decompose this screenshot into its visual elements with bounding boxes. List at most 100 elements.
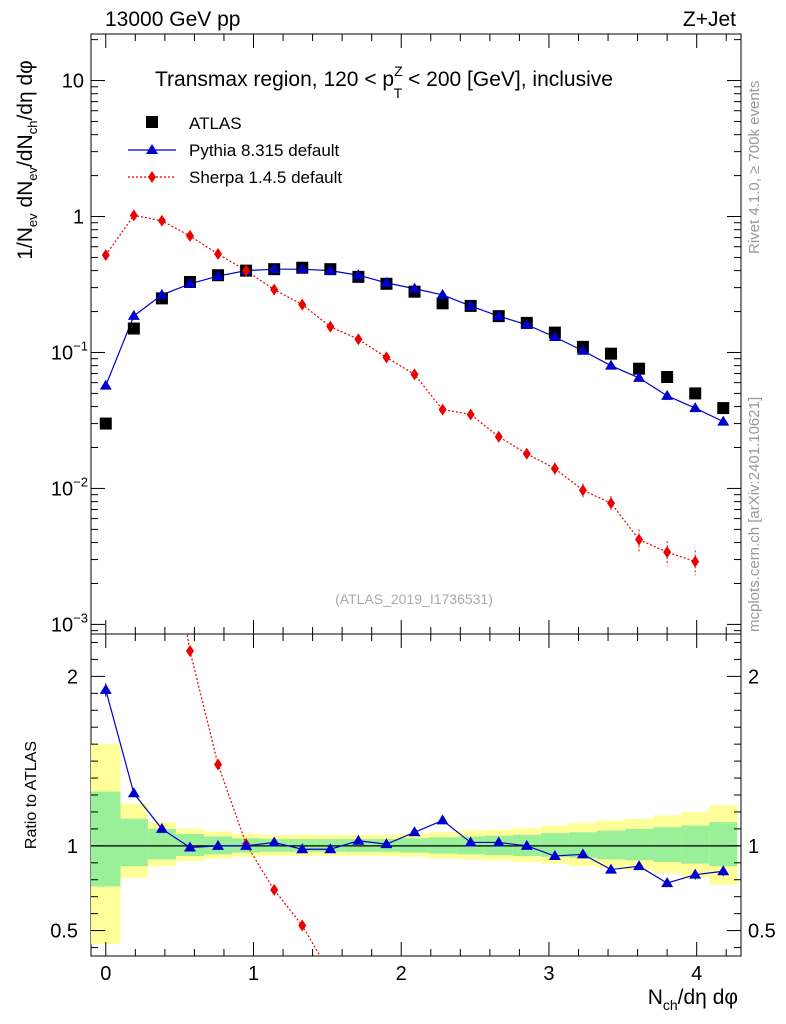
legend-sherpa-marker [148, 171, 156, 183]
collision-label: 13000 GeV pp [105, 8, 240, 31]
pythia-ratio-point [520, 839, 533, 850]
pythia-ratio-point [352, 834, 365, 845]
pythia-point [408, 282, 421, 293]
ratio-ytick-label-left: 0.5 [50, 921, 78, 943]
sherpa-point [185, 229, 194, 242]
legend-pythia-marker [146, 144, 158, 154]
sherpa-point [129, 209, 138, 222]
legend: ATLAS Pythia 8.315 default Sherpa 1.4.5 … [128, 114, 342, 187]
ratio-ylabel: Ratio to ATLAS [23, 741, 40, 849]
pythia-ratio-point [548, 850, 561, 861]
band-inner-bin [596, 830, 626, 860]
main-ytick-label: 10−3 [51, 610, 88, 636]
legend-pythia-label: Pythia 8.315 default [189, 141, 340, 160]
pythia-ratio-point [408, 826, 421, 837]
pythia-ratio-point [155, 822, 168, 833]
sherpa-point [494, 430, 503, 443]
pythia-point [268, 263, 281, 274]
pythia-ratio-point [127, 787, 140, 798]
sherpa-ratio-point [298, 919, 307, 932]
pythia-ratio-point [633, 860, 646, 871]
sherpa-ratio-point [270, 883, 279, 896]
pythia-ratio-point [436, 814, 449, 825]
legend-atlas-marker [146, 116, 158, 128]
ratio-axis-ticks: 0.5 0.5 1 1 2 2 0 1 2 3 4 [50, 634, 776, 985]
atlas-point [436, 297, 449, 310]
sherpa-point [354, 333, 363, 346]
sherpa-point [382, 351, 391, 364]
ratio-xtick-label: 1 [248, 963, 259, 985]
main-ytick-label: 10−2 [51, 474, 88, 500]
pythia-point [127, 309, 140, 320]
pythia-ratio-point [576, 848, 589, 859]
atlas-point [689, 387, 702, 400]
sherpa-point [242, 264, 251, 277]
legend-atlas-label: ATLAS [189, 114, 242, 133]
sherpa-point [438, 403, 447, 416]
main-ylabel: 1/Nev dNev/dNch/dη dφ [14, 60, 40, 260]
pythia-ratio-point [296, 843, 309, 854]
pythia-point [548, 330, 561, 341]
pythia-ratio-point [268, 836, 281, 847]
pythia-point [492, 310, 505, 321]
sherpa-point [270, 283, 279, 296]
ratio-xtick-label: 2 [396, 963, 407, 985]
ratio-uncertainty-bands [91, 744, 738, 945]
pythia-point [464, 299, 477, 310]
pythia-point [352, 269, 365, 280]
pythia-ratio-point [240, 839, 253, 850]
sherpa-point [298, 298, 307, 311]
band-inner-bin [625, 828, 654, 861]
pythia-point [155, 288, 168, 299]
sherpa-point [466, 408, 475, 421]
atlas-point [99, 417, 112, 430]
band-inner-bin [147, 828, 176, 860]
pythia-ratio-point [605, 863, 617, 874]
ratio-ytick-label-right: 0.5 [748, 921, 776, 943]
main-ytick-label: 10 [62, 71, 84, 93]
sherpa-point [550, 462, 559, 475]
atlas-point [661, 371, 674, 384]
ratio-xtick-label: 0 [100, 963, 111, 985]
band-inner-bin [653, 827, 682, 862]
ratio-xtick-label: 4 [691, 963, 702, 985]
band-inner-bin [681, 825, 710, 864]
pythia-point [183, 277, 196, 288]
pythia-ratio-point [212, 839, 225, 850]
sherpa-point [101, 249, 110, 262]
pythia-point [633, 371, 646, 382]
sherpa-ratio-point [214, 758, 223, 771]
pythia-point [380, 276, 393, 287]
pythia-ratio-point [464, 836, 477, 847]
main-axis-ticks: 10 1 10−1 10−2 10−3 [51, 34, 741, 636]
ratio-ytick-label-left: 1 [67, 836, 78, 858]
mcplots-label: mcplots.cern.ch [arXiv:2401.10621] [746, 397, 763, 632]
rivet-version-label: Rivet 4.1.0, ≥ 700k events [746, 81, 763, 254]
pythia-point [576, 344, 589, 355]
pythia-ratio-point [689, 868, 702, 879]
pythia-ratio-point [380, 838, 393, 849]
main-ytick-label: 10−1 [51, 338, 88, 364]
sherpa-point [691, 555, 700, 568]
sherpa-point [214, 248, 223, 261]
ratio-xtick-label: 3 [543, 963, 554, 985]
sherpa-point [157, 214, 166, 227]
pythia-ratio-point [492, 836, 505, 847]
pythia-point [605, 359, 617, 370]
main-series [99, 209, 730, 576]
legend-sherpa-label: Sherpa 1.4.5 default [189, 168, 342, 187]
sherpa-point [522, 447, 531, 460]
ratio-series [99, 634, 730, 956]
sherpa-point [578, 484, 587, 497]
ratio-ytick-label-right: 2 [748, 666, 759, 688]
sherpa-point [635, 533, 644, 546]
sherpa-point [326, 320, 335, 333]
atlas-point [127, 322, 140, 335]
atlas-point [605, 347, 617, 360]
sherpa-ratio-line [186, 634, 321, 956]
pythia-point [212, 270, 225, 281]
sherpa-ratio-point [185, 644, 194, 657]
pythia-ratio-point [661, 877, 674, 888]
sherpa-point [410, 368, 419, 381]
